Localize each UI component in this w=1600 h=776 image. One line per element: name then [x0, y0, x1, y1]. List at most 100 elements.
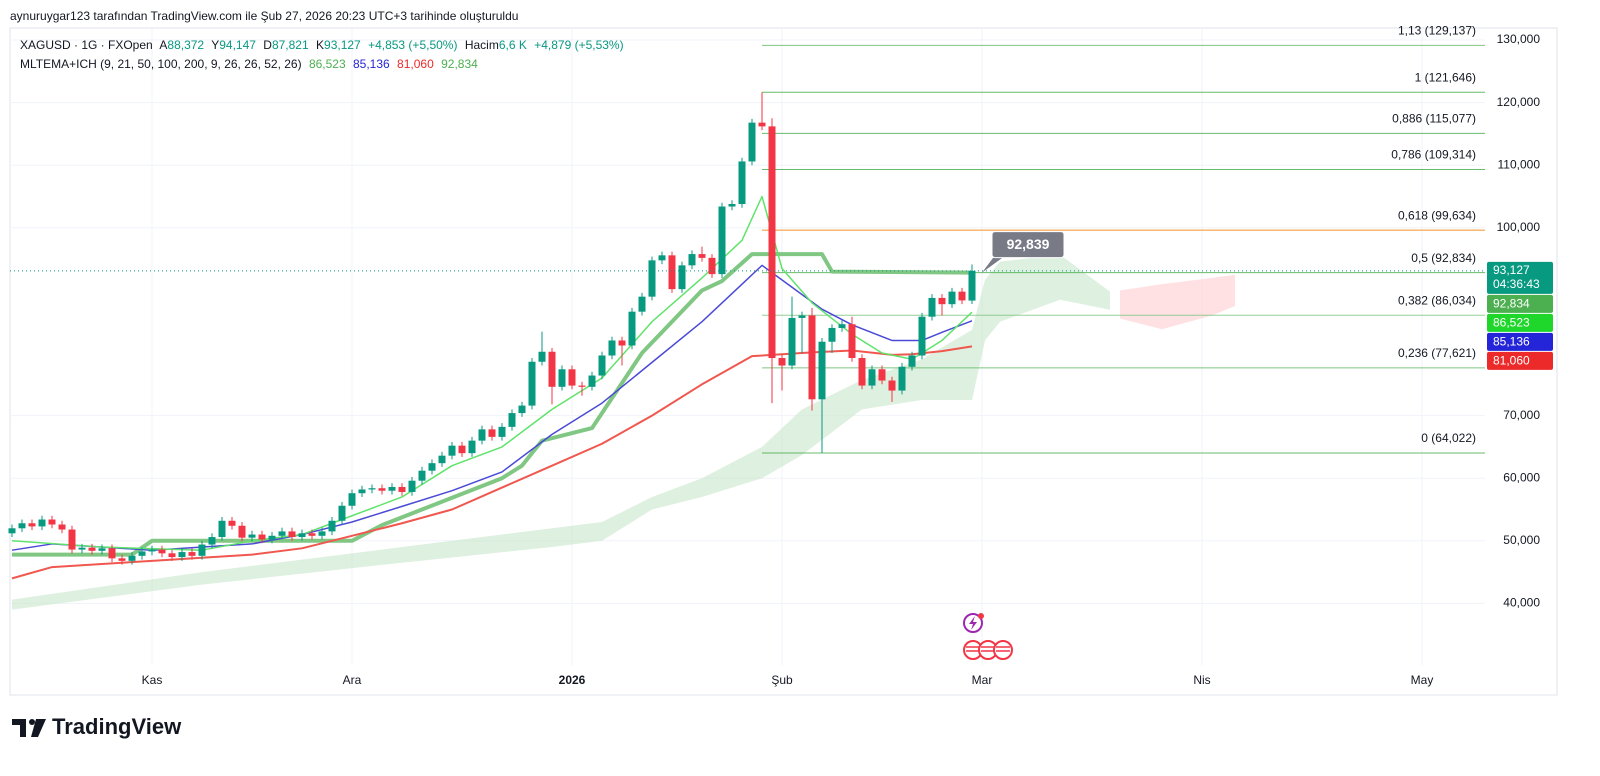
candle-body	[628, 311, 636, 346]
fib-label: 1,13 (129,137)	[1398, 24, 1476, 38]
candle-body	[268, 535, 276, 540]
candle-body	[338, 505, 346, 521]
candle-body	[488, 429, 496, 437]
candle-body	[468, 440, 476, 454]
candle-body	[138, 551, 146, 556]
y-tick-label: 130,000	[1497, 32, 1541, 46]
candle-body	[878, 369, 886, 381]
y-tick-label: 60,000	[1503, 470, 1540, 484]
candle-body	[248, 534, 256, 538]
candle-body	[808, 315, 816, 400]
candle-body	[48, 519, 56, 525]
fib-label: 0,618 (99,634)	[1398, 208, 1476, 222]
x-tick-label: May	[1411, 673, 1434, 687]
candle-body	[898, 366, 906, 391]
y-tick-label: 100,000	[1497, 220, 1541, 234]
indicator-row: MLTEMA+ICH (9, 21, 50, 100, 200, 9, 26, …	[20, 57, 478, 71]
candle-body	[378, 488, 386, 491]
candle-body	[518, 405, 526, 414]
fib-label: 0,886 (115,077)	[1392, 112, 1476, 126]
candle-body	[168, 553, 176, 558]
callout	[991, 231, 1065, 259]
open: 88,372	[167, 38, 204, 52]
x-tick-label: Ara	[343, 673, 362, 687]
x-tick-label: Kas	[142, 673, 163, 687]
low-label: D	[263, 38, 272, 52]
candle-body	[418, 470, 426, 481]
logo-mark	[31, 719, 46, 737]
candle-body	[508, 413, 516, 427]
candle-body	[108, 548, 116, 559]
candle-body	[938, 297, 946, 305]
logo[interactable]: TradingView	[12, 714, 182, 739]
event-icons[interactable]	[963, 613, 1013, 660]
candle-body	[438, 455, 446, 464]
candle-body	[398, 486, 406, 492]
candle-body	[708, 257, 716, 275]
candle-body	[288, 531, 296, 538]
indicator-line	[11, 264, 973, 551]
chart-frame	[9, 27, 1558, 696]
candle-body	[818, 341, 826, 400]
candle-body	[8, 528, 16, 534]
candle-body	[178, 552, 186, 558]
candle-body	[28, 523, 36, 527]
candle-body	[348, 493, 356, 506]
indicator-line	[12, 252, 973, 557]
indicator-value: 81,060	[397, 57, 434, 71]
legend-row: XAGUSD · 1G · FXOpen A88,372 Y94,147 D87…	[20, 38, 624, 52]
candle-body	[548, 351, 556, 387]
indicator-line	[11, 345, 973, 580]
candle-body	[728, 204, 736, 207]
fib-label: 1 (121,646)	[1415, 70, 1476, 84]
candle-body	[758, 122, 766, 127]
candle-body	[788, 317, 796, 366]
price-tag	[1487, 313, 1553, 332]
x-tick-label: Nis	[1193, 673, 1210, 687]
candle-body	[328, 520, 336, 532]
symbol: XAGUSD · 1G · FXOpen	[20, 38, 153, 52]
price-tag	[1487, 332, 1553, 351]
price-tag-label: 81,060	[1493, 353, 1530, 367]
flag-stripes	[966, 646, 1010, 652]
candle-body	[538, 351, 546, 362]
flag-icon[interactable]	[993, 640, 1013, 660]
candle-body	[148, 549, 156, 552]
close-label: K	[316, 38, 324, 52]
candle-body	[188, 552, 196, 556]
candle-body	[258, 534, 266, 540]
candle-body	[18, 523, 26, 529]
ichimoku-cloud	[12, 254, 1110, 610]
caption: aynuruygar123 tarafından TradingView.com…	[10, 9, 518, 23]
candle-body	[838, 324, 846, 328]
x-tick-label: 2026	[559, 673, 586, 687]
open-label: A	[159, 38, 167, 52]
candle-body	[88, 547, 96, 551]
candle-body	[408, 480, 416, 492]
y-tick-label: 70,000	[1503, 408, 1540, 422]
volume: 6,6 K	[499, 38, 527, 52]
candle-body	[738, 161, 746, 205]
price-tag-label: 92,834	[1493, 296, 1530, 310]
candle-body	[908, 355, 916, 367]
candle-body	[618, 340, 626, 346]
candle-body	[128, 555, 136, 561]
candle-body	[528, 361, 536, 406]
candle-body	[498, 426, 506, 437]
candle-body	[688, 254, 696, 266]
x-tick-label: Şub	[771, 673, 793, 687]
candle-body	[678, 265, 686, 290]
candle-body	[558, 369, 566, 387]
y-tick-label: 50,000	[1503, 533, 1540, 547]
candle-body	[358, 489, 366, 494]
candle-body	[298, 533, 306, 538]
x-tick-label: Mar	[972, 673, 993, 687]
candle-body	[608, 340, 616, 356]
candle-body	[318, 531, 326, 536]
price-tag	[1487, 294, 1553, 313]
logo-text: TradingView	[52, 714, 182, 739]
candle-body	[948, 291, 956, 305]
candle-body	[368, 488, 376, 490]
